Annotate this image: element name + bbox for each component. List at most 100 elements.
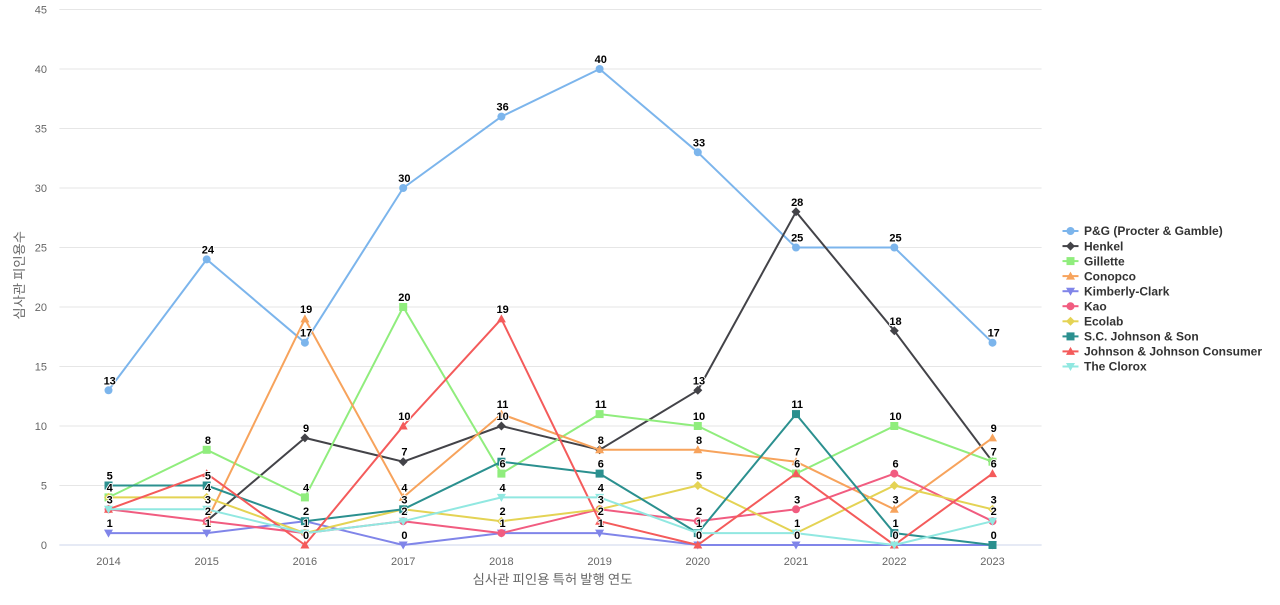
- svg-text:6: 6: [794, 459, 800, 471]
- svg-text:3: 3: [401, 494, 407, 506]
- svg-text:2014: 2014: [96, 556, 120, 568]
- svg-text:1: 1: [303, 518, 309, 530]
- svg-text:Johnson & Johnson Consumer: Johnson & Johnson Consumer: [1084, 345, 1262, 359]
- svg-text:19: 19: [496, 304, 508, 316]
- svg-text:Henkel: Henkel: [1084, 239, 1123, 253]
- svg-text:11: 11: [791, 399, 803, 411]
- svg-text:Ecolab: Ecolab: [1084, 315, 1123, 329]
- svg-text:2021: 2021: [784, 556, 808, 568]
- svg-text:17: 17: [300, 328, 312, 340]
- svg-text:2: 2: [991, 506, 997, 518]
- svg-text:4: 4: [303, 482, 310, 494]
- svg-text:10: 10: [496, 411, 508, 423]
- svg-text:5: 5: [41, 481, 47, 493]
- svg-text:2: 2: [401, 506, 407, 518]
- svg-text:2: 2: [205, 506, 211, 518]
- svg-text:10: 10: [398, 411, 410, 423]
- svg-text:3: 3: [107, 494, 113, 506]
- svg-text:2: 2: [303, 506, 309, 518]
- svg-text:36: 36: [496, 102, 508, 114]
- svg-text:30: 30: [398, 173, 410, 185]
- svg-text:2017: 2017: [391, 556, 415, 568]
- svg-text:11: 11: [497, 399, 509, 411]
- svg-text:1: 1: [500, 518, 506, 530]
- svg-text:2022: 2022: [882, 556, 906, 568]
- svg-text:P&G (Procter & Gamble): P&G (Procter & Gamble): [1084, 224, 1223, 238]
- svg-text:5: 5: [107, 471, 113, 483]
- svg-text:0: 0: [41, 540, 47, 552]
- svg-text:S.C. Johnson & Son: S.C. Johnson & Son: [1084, 330, 1199, 344]
- svg-text:17: 17: [988, 328, 1000, 340]
- svg-text:3: 3: [598, 494, 604, 506]
- svg-text:Conopco: Conopco: [1084, 269, 1136, 283]
- svg-text:1: 1: [696, 518, 702, 530]
- svg-text:33: 33: [693, 137, 705, 149]
- svg-text:10: 10: [889, 411, 901, 423]
- svg-text:8: 8: [696, 435, 702, 447]
- svg-text:Kao: Kao: [1084, 300, 1107, 314]
- svg-text:25: 25: [35, 243, 47, 255]
- svg-text:1: 1: [892, 518, 898, 530]
- svg-text:7: 7: [500, 447, 506, 459]
- svg-text:8: 8: [205, 435, 211, 447]
- svg-text:3: 3: [794, 494, 800, 506]
- svg-text:4: 4: [107, 482, 114, 494]
- svg-text:10: 10: [35, 421, 47, 433]
- svg-text:1: 1: [107, 518, 113, 530]
- svg-text:7: 7: [794, 447, 800, 459]
- svg-text:2020: 2020: [686, 556, 710, 568]
- svg-text:2: 2: [598, 506, 604, 518]
- svg-text:6: 6: [991, 459, 997, 471]
- svg-text:20: 20: [35, 302, 47, 314]
- svg-text:13: 13: [104, 375, 116, 387]
- svg-text:20: 20: [398, 292, 410, 304]
- svg-text:3: 3: [892, 494, 898, 506]
- svg-text:1: 1: [205, 518, 211, 530]
- svg-text:18: 18: [889, 316, 901, 328]
- svg-text:0: 0: [991, 530, 997, 542]
- svg-text:13: 13: [693, 375, 705, 387]
- svg-text:2: 2: [696, 506, 702, 518]
- svg-text:24: 24: [202, 244, 215, 256]
- svg-text:0: 0: [401, 530, 407, 542]
- svg-text:1: 1: [598, 518, 604, 530]
- svg-text:4: 4: [598, 482, 605, 494]
- svg-text:6: 6: [892, 459, 898, 471]
- svg-text:4: 4: [401, 482, 408, 494]
- svg-text:9: 9: [991, 423, 997, 435]
- svg-text:2019: 2019: [587, 556, 611, 568]
- svg-text:2023: 2023: [980, 556, 1004, 568]
- svg-text:6: 6: [598, 459, 604, 471]
- svg-text:4: 4: [205, 482, 212, 494]
- svg-text:5: 5: [205, 471, 211, 483]
- svg-text:7: 7: [991, 447, 997, 459]
- svg-text:25: 25: [889, 233, 901, 245]
- svg-text:11: 11: [595, 399, 607, 411]
- svg-text:2015: 2015: [194, 556, 218, 568]
- svg-text:3: 3: [991, 494, 997, 506]
- svg-text:8: 8: [598, 435, 604, 447]
- svg-text:0: 0: [303, 530, 309, 542]
- svg-text:4: 4: [500, 482, 507, 494]
- svg-text:6: 6: [500, 459, 506, 471]
- svg-text:The Clorox: The Clorox: [1084, 360, 1147, 374]
- svg-text:28: 28: [791, 197, 803, 209]
- svg-text:45: 45: [35, 5, 47, 17]
- svg-text:7: 7: [401, 447, 407, 459]
- svg-text:0: 0: [794, 530, 800, 542]
- svg-text:2: 2: [500, 506, 506, 518]
- svg-text:0: 0: [696, 530, 702, 542]
- svg-text:40: 40: [595, 54, 607, 66]
- svg-text:2016: 2016: [293, 556, 317, 568]
- svg-text:10: 10: [693, 411, 705, 423]
- svg-text:1: 1: [794, 518, 800, 530]
- svg-text:9: 9: [303, 423, 309, 435]
- svg-text:15: 15: [35, 362, 47, 374]
- svg-text:0: 0: [892, 530, 898, 542]
- svg-text:3: 3: [205, 494, 211, 506]
- svg-text:19: 19: [300, 304, 312, 316]
- svg-text:Kimberly-Clark: Kimberly-Clark: [1084, 284, 1170, 298]
- svg-text:40: 40: [35, 64, 47, 76]
- svg-text:2018: 2018: [489, 556, 513, 568]
- svg-text:30: 30: [35, 183, 47, 195]
